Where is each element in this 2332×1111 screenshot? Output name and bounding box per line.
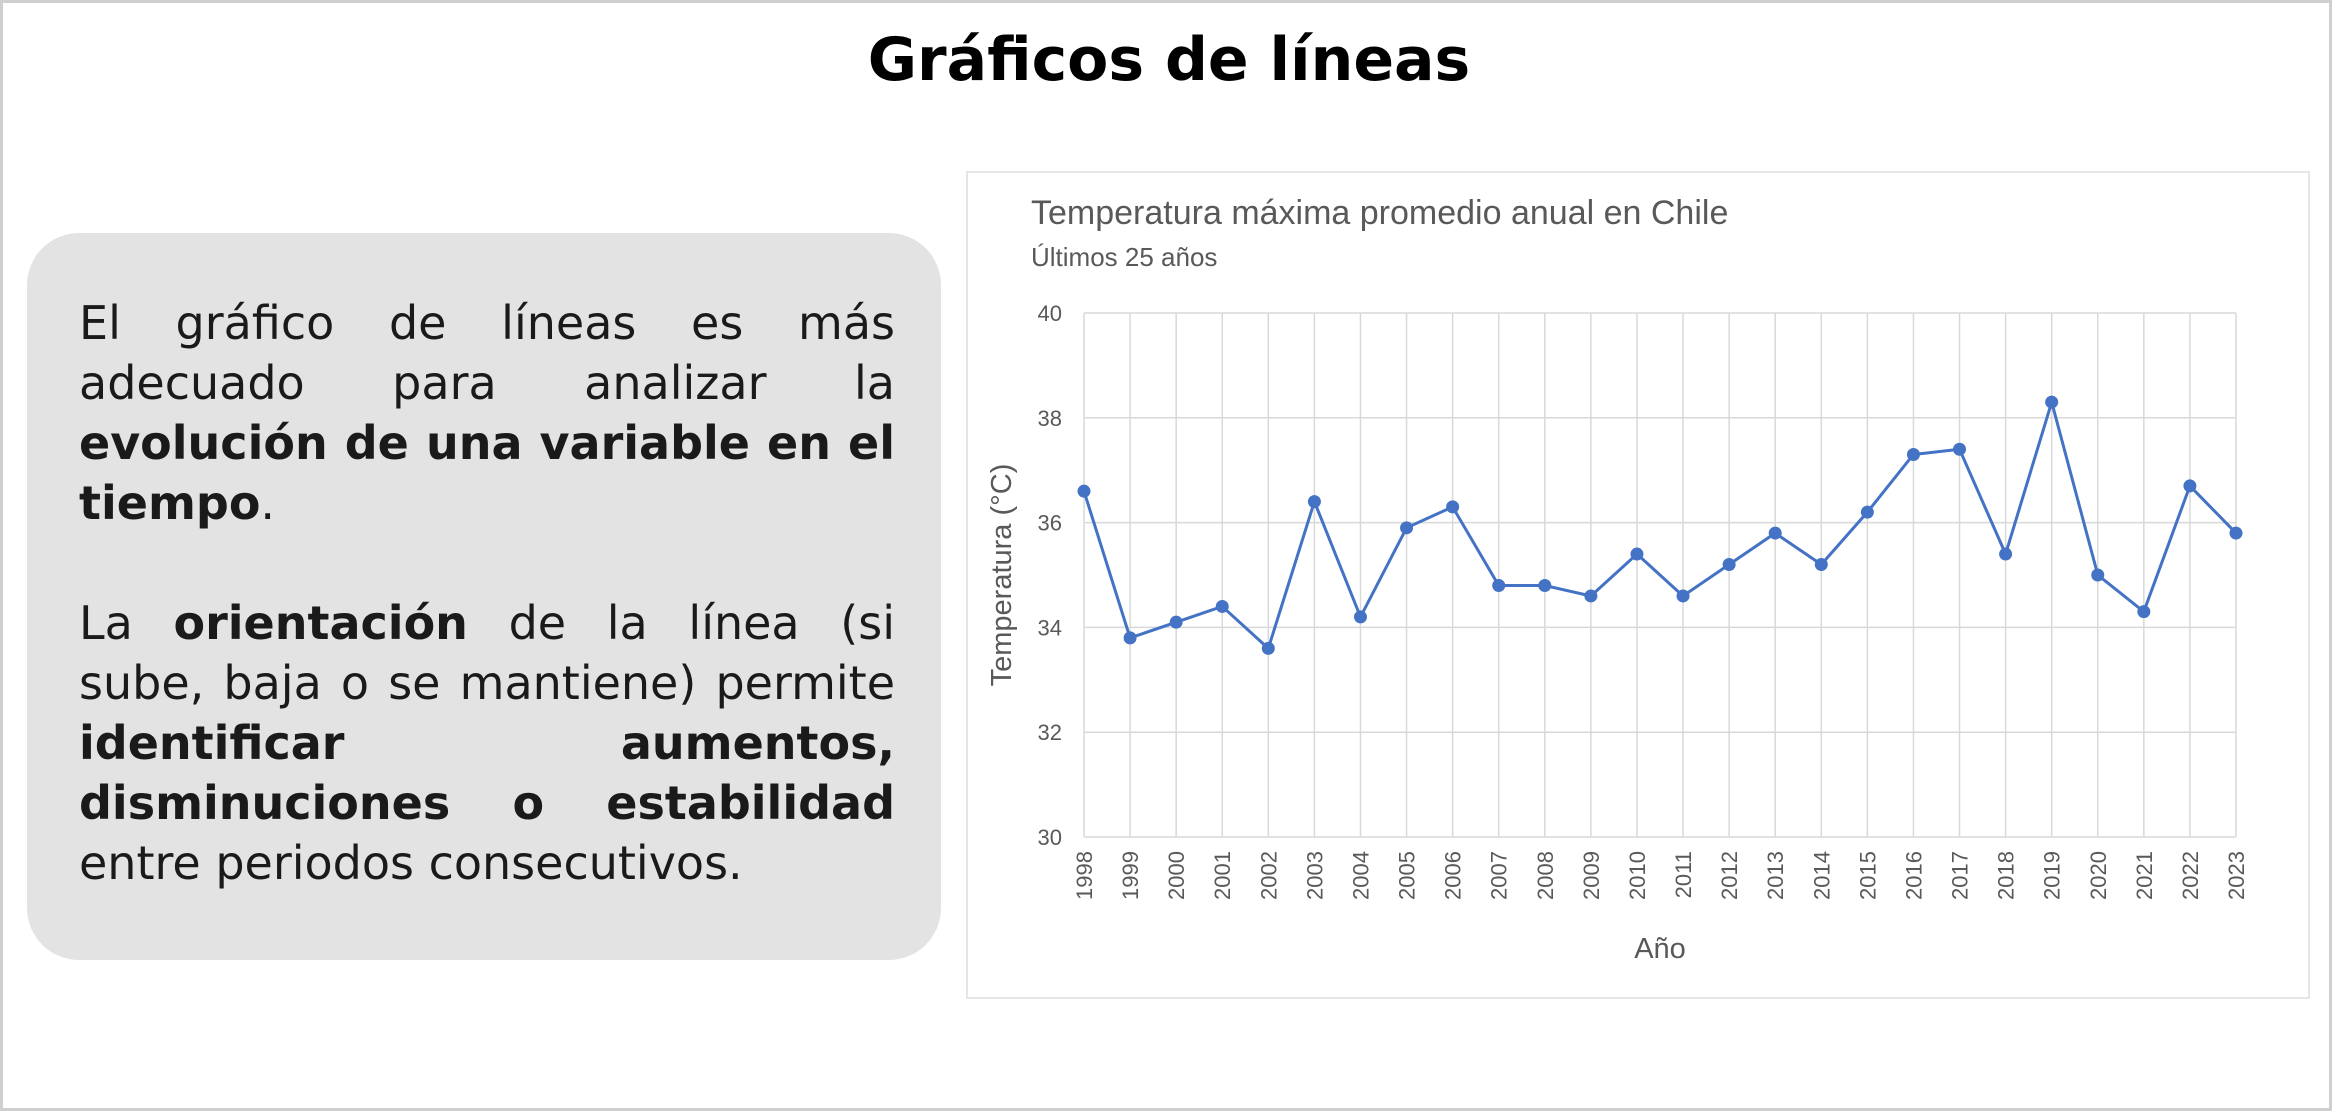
data-point: [1676, 589, 1690, 603]
chart-frame: [966, 171, 2310, 999]
chart-grid: [1083, 312, 2237, 838]
x-tick-label: 2023: [2224, 851, 2249, 900]
x-tick-label: 2015: [1855, 851, 1880, 900]
data-point: [1768, 526, 1782, 540]
data-point: [1123, 631, 1137, 645]
y-tick-label: 36: [1038, 511, 1062, 536]
data-point: [1169, 615, 1183, 629]
data-point: [1261, 641, 1275, 655]
x-tick-label: 2014: [1809, 851, 1834, 900]
y-tick-label: 32: [1038, 720, 1062, 745]
data-point: [2183, 479, 2197, 493]
x-axis-label: Año: [1634, 933, 1686, 965]
y-tick-label: 38: [1038, 406, 1062, 431]
x-tick-label: 2008: [1533, 851, 1558, 900]
x-tick-label: 2000: [1164, 851, 1189, 900]
explanation-paragraph-2: La orientación de la línea (si sube, baj…: [79, 593, 895, 893]
data-point: [1860, 505, 1874, 519]
y-tick-label: 40: [1038, 301, 1062, 326]
text-segment: identificar aumentos, disminuciones o es…: [79, 716, 895, 830]
data-point: [1814, 558, 1828, 572]
x-tick-label: 1998: [1072, 851, 1097, 900]
slide-title: Gráficos de líneas: [867, 25, 1471, 95]
text-segment: evolución de una variable en el tiempo: [79, 416, 895, 530]
data-point: [1630, 547, 1644, 561]
chart-subtitle: Últimos 25 años: [1031, 242, 1217, 272]
x-tick-label: 2011: [1671, 851, 1696, 898]
data-point: [2229, 526, 2243, 540]
data-point: [1538, 578, 1552, 592]
text-segment: La: [79, 596, 174, 650]
y-tick-label: 30: [1038, 825, 1062, 850]
y-tick-label: 34: [1038, 615, 1062, 640]
text-segment: de la línea (si sube, baja o se mantiene…: [79, 596, 895, 710]
x-tick-label: 2016: [1901, 851, 1926, 900]
data-point: [1400, 521, 1414, 535]
text-segment: El gráfico de líneas es más adecuado par…: [79, 296, 895, 410]
data-point: [1492, 578, 1506, 592]
x-tick-label: 2001: [1210, 851, 1235, 900]
series-line: [1082, 396, 2238, 652]
text-segment: entre periodos consecutivos.: [79, 836, 743, 890]
x-tick-label: 2010: [1625, 851, 1650, 900]
x-tick-label: 2002: [1256, 851, 1281, 900]
y-axis-ticks: 30 32 34 36 38 40: [1038, 301, 1062, 850]
x-tick-label: 2004: [1348, 851, 1373, 900]
chart-title: Temperatura máxima promedio anual en Chi…: [1031, 194, 1728, 232]
data-point: [1584, 589, 1598, 603]
explanation-panel: El gráfico de líneas es más adecuado par…: [27, 233, 941, 960]
data-point: [1999, 547, 2013, 561]
x-tick-label: 2019: [2040, 851, 2065, 900]
x-tick-label: 2006: [1441, 851, 1466, 900]
data-point: [2091, 568, 2105, 582]
explanation-paragraph-1: El gráfico de líneas es más adecuado par…: [79, 293, 895, 533]
line-chart: Temperatura máxima promedio anual en Chi…: [986, 194, 2249, 965]
data-point: [1446, 500, 1460, 514]
x-tick-label: 2007: [1487, 851, 1512, 900]
x-tick-label: 2021: [2132, 851, 2157, 900]
data-point: [1077, 484, 1091, 498]
data-point: [1215, 599, 1229, 613]
data-point: [1353, 610, 1367, 624]
data-points: [1077, 395, 2243, 655]
x-tick-label: 2022: [2178, 851, 2203, 900]
y-axis-label: Temperatura (°C): [986, 464, 1018, 687]
data-point: [1953, 442, 1967, 456]
data-point: [2137, 605, 2151, 619]
x-tick-label: 2012: [1717, 851, 1742, 900]
data-point: [1722, 558, 1736, 572]
x-tick-label: 2020: [2086, 851, 2111, 900]
x-axis-ticks: 1998 1999 2000 2001 2002 2003 2004 2005 2006 2007…: [1072, 851, 2249, 900]
x-tick-label: 2018: [1994, 851, 2019, 900]
x-tick-label: 2017: [1948, 851, 1973, 900]
x-tick-label: 1999: [1118, 851, 1143, 900]
x-tick-label: 2013: [1763, 851, 1788, 900]
text-segment: orientación: [173, 596, 468, 650]
data-point: [1906, 447, 1920, 461]
text-segment: .: [260, 476, 276, 530]
data-point: [1307, 495, 1321, 509]
x-tick-label: 2003: [1302, 851, 1327, 900]
data-point: [2045, 395, 2059, 409]
x-tick-label: 2005: [1395, 851, 1420, 900]
x-tick-label: 2009: [1579, 851, 1604, 900]
paragraph-gap: [79, 533, 895, 593]
